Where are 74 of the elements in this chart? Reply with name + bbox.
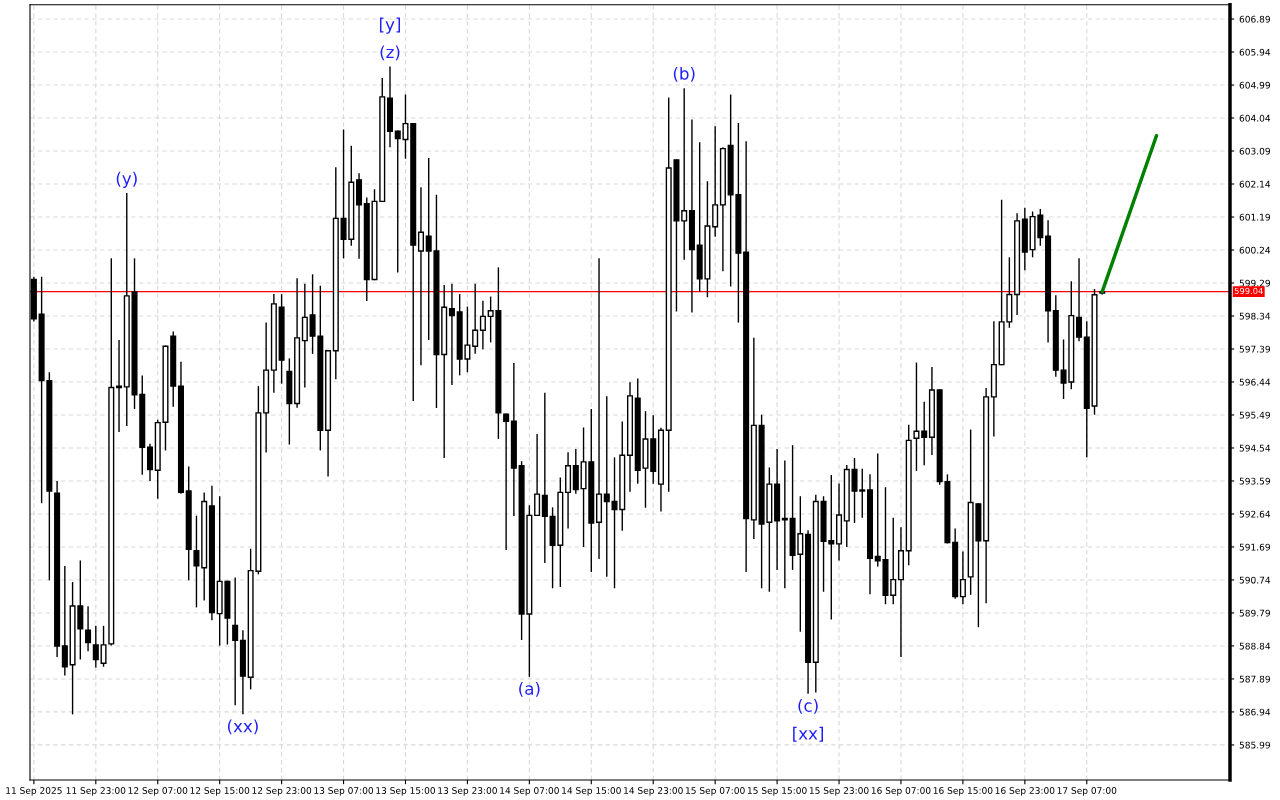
x-tick-label: 17 Sep 07:00 [1057,787,1117,796]
y-tick-label: 586.94 [1239,708,1271,716]
x-tick-label: 13 Sep 07:00 [314,787,374,796]
x-tick-label: 11 Sep 23:00 [66,787,126,796]
annotation: (z) [380,45,400,61]
x-tick-label: 15 Sep 15:00 [747,787,807,796]
annotation: [xx] [793,726,823,742]
candlestick [479,300,486,350]
x-tick-label: 14 Sep 23:00 [624,787,683,796]
candlestick [61,566,68,676]
candlestick [1076,258,1083,342]
candlestick [572,449,579,494]
annotation: (xx) [227,719,258,735]
y-tick-label: 600.24 [1239,246,1271,254]
candlestick [116,339,123,432]
y-tick-label: 603.09 [1239,147,1270,155]
candlestick [193,515,200,608]
candlestick [959,551,966,605]
y-tick-label: 590.74 [1239,576,1271,584]
y-tick-label: 599.29 [1239,279,1270,287]
candlestick [232,577,239,706]
y-tick-label: 598.34 [1239,312,1271,320]
x-tick-label: 15 Sep 07:00 [686,787,745,796]
annotation: [y] [380,17,400,34]
y-tick-label: 597.39 [1239,345,1270,353]
candlestick [85,606,92,652]
x-tick-label: 14 Sep 07:00 [500,787,559,796]
x-tick-label: 12 Sep 15:00 [190,787,250,796]
x-tick-label: 16 Sep 15:00 [933,787,993,796]
annotation: (b) [673,66,695,82]
candlestick [541,392,548,563]
candlestick [681,88,688,260]
candlestick [503,413,510,551]
x-tick-label: 12 Sep 23:00 [252,787,312,796]
y-tick-label: 585.99 [1239,741,1270,749]
annotation: (y) [116,171,137,188]
y-tick-label: 587.89 [1239,675,1270,683]
x-tick-label: 13 Sep 23:00 [438,787,497,796]
candlestick [301,283,308,388]
y-tick-label: 593.59 [1239,477,1270,485]
y-tick-label: 595.49 [1239,411,1270,419]
candlestick [92,625,99,668]
candlestick [472,283,479,354]
candlestick [712,126,719,237]
candlestick [534,434,541,517]
annotation: (a) [519,682,540,697]
y-tick-label: 605.94 [1239,48,1271,56]
y-tick-label: 588.84 [1239,642,1271,650]
candlestick [417,187,424,366]
y-tick-label: 592.64 [1239,510,1271,518]
y-tick-label: 602.14 [1239,180,1271,188]
x-tick-label: 16 Sep 07:00 [871,787,931,796]
candlestick [596,258,603,560]
y-tick-label: 604.99 [1239,81,1270,89]
y-tick-label: 604.04 [1239,114,1271,122]
candlestick [913,362,920,471]
candlestick [146,443,154,481]
y-tick-label: 591.69 [1239,543,1270,551]
candlestick [781,460,788,589]
y-tick-label: 596.44 [1239,378,1271,386]
y-tick-label: 601.19 [1239,213,1270,221]
y-tick-label: 594.54 [1239,444,1271,452]
candlestick [921,401,928,466]
x-tick-label: 15 Sep 23:00 [809,787,869,796]
annotation: (c) [798,699,818,714]
x-tick-label: 11 Sep 2025 [6,787,62,796]
x-tick-label: 12 Sep 07:00 [128,787,188,796]
y-tick-label: 606.89 [1239,15,1270,23]
x-tick-label: 14 Sep 15:00 [562,787,621,796]
x-tick-label: 13 Sep 15:00 [376,787,436,796]
candlestick [448,283,455,386]
y-tick-label: 589.79 [1239,609,1270,617]
ref-line-label: 599.04 [1234,287,1263,295]
x-tick-label: 16 Sep 23:00 [995,787,1055,796]
